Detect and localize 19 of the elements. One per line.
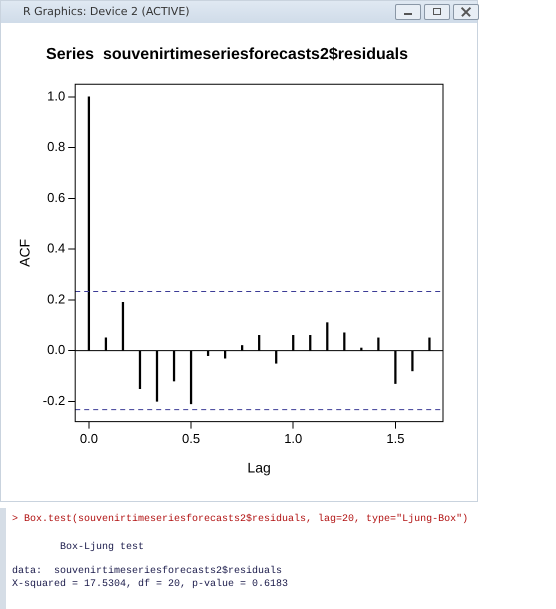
y-axis-title: ACF <box>16 238 32 267</box>
y-tick-label: 0.8 <box>47 139 66 154</box>
chart-title: Series souvenirtimeseriesforecasts2$residuals <box>46 46 408 64</box>
text: data: souvenirtimeseriesforecasts2$residuals <box>12 566 282 577</box>
text: X-squared = 17.5304, df = 20, p-value = 0.6183 <box>12 579 288 590</box>
x-axis-title: Lag <box>247 459 271 476</box>
x-tick-label: 0.0 <box>80 430 98 446</box>
y-tick-label: 0.2 <box>47 291 66 306</box>
y-tick-label: 0.6 <box>47 190 66 205</box>
y-tick-label: 0.0 <box>47 342 66 358</box>
x-tick-label: 1.0 <box>284 430 302 446</box>
x-tick-label: 1.5 <box>386 430 404 446</box>
text: R Graphics: Device 2 (ACTIVE) <box>23 5 190 18</box>
y-tick-label: 1.0 <box>47 88 66 104</box>
y-tick-label: -0.2 <box>42 392 66 408</box>
text: Box-Ljung test <box>59 542 144 553</box>
text: > Box.test(souvenirtimeseriesforecasts2$residuals, lag=20, type="Ljung-Box") <box>12 514 468 525</box>
x-tick-label: 0.5 <box>182 430 200 446</box>
y-tick-label: 0.4 <box>47 240 66 256</box>
